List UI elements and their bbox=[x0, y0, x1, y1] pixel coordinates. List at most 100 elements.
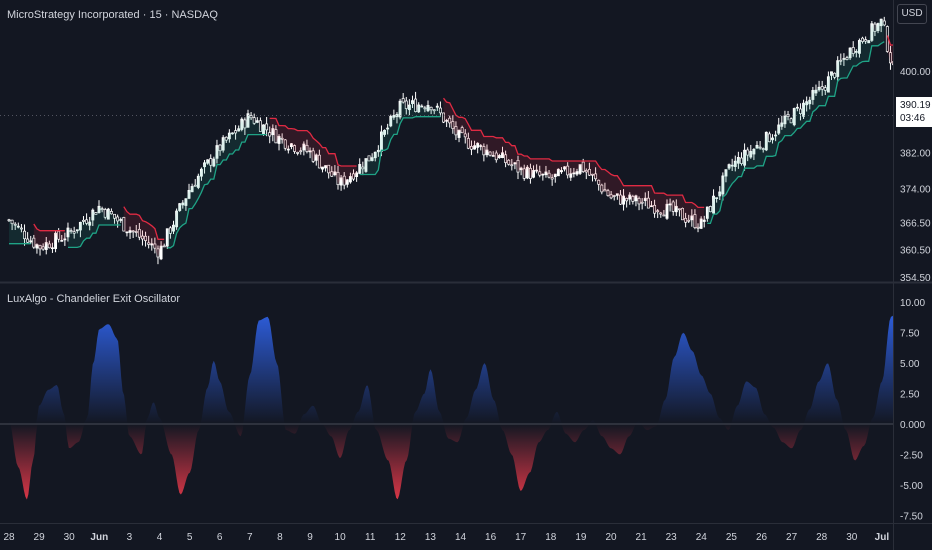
candle-body bbox=[752, 148, 756, 155]
bear-trailing-stop bbox=[442, 97, 705, 209]
candle-body bbox=[255, 120, 259, 123]
candle-body bbox=[466, 138, 470, 149]
price-axis-label: 366.50 bbox=[900, 218, 931, 229]
oscillator-axis-label: -5.00 bbox=[900, 481, 923, 492]
time-axis-label: 12 bbox=[395, 532, 407, 543]
candle-body bbox=[497, 155, 501, 159]
time-axis-label: 29 bbox=[34, 532, 46, 543]
indicator-title: LuxAlgo - Chandelier Exit Oscillator bbox=[7, 293, 181, 305]
candle-body bbox=[352, 173, 355, 180]
candle-body bbox=[442, 112, 445, 123]
candle-body bbox=[311, 150, 315, 162]
candle-body bbox=[131, 230, 135, 233]
candle-body bbox=[91, 209, 95, 221]
oscillator-axis-label: 10.00 bbox=[900, 298, 925, 309]
candle-body bbox=[634, 195, 638, 202]
bull-stop-fill bbox=[9, 220, 31, 244]
time-axis-label: 25 bbox=[726, 532, 738, 543]
oscillator-axis-label: -2.50 bbox=[900, 450, 923, 461]
candle-body bbox=[687, 219, 691, 222]
candle-body bbox=[584, 170, 588, 173]
candle-body bbox=[491, 155, 495, 157]
candle-body bbox=[594, 173, 598, 180]
currency-button[interactable]: USD bbox=[897, 4, 927, 24]
oscillator-axis-label: -7.50 bbox=[900, 511, 923, 522]
candle-body bbox=[41, 246, 45, 250]
candle-body bbox=[767, 133, 771, 143]
bear-trailing-stop bbox=[33, 223, 65, 232]
candle-body bbox=[547, 172, 551, 178]
candle-body bbox=[97, 205, 101, 213]
candle-body bbox=[544, 171, 548, 176]
candle-body bbox=[249, 115, 253, 119]
candle-body bbox=[23, 230, 26, 240]
bear-stop-fill bbox=[269, 118, 357, 186]
candle-body bbox=[488, 151, 492, 156]
candle-body bbox=[262, 124, 265, 134]
time-axis-label: Jun bbox=[90, 532, 108, 543]
candle-body bbox=[29, 240, 33, 243]
last-price-value: 390.19 bbox=[900, 100, 931, 111]
candle-body bbox=[144, 235, 148, 241]
candle-body bbox=[407, 104, 411, 111]
candle-body bbox=[172, 224, 175, 232]
candle-body bbox=[665, 203, 669, 219]
time-axis-label: 28 bbox=[3, 532, 15, 543]
candle-body bbox=[358, 164, 362, 174]
candle-body bbox=[206, 159, 210, 164]
candle-body bbox=[851, 47, 855, 54]
candle-body bbox=[13, 223, 17, 226]
time-axis-label: Jul bbox=[875, 532, 890, 543]
candle-body bbox=[882, 20, 886, 26]
candle-body bbox=[755, 145, 759, 149]
bull-stop-fill bbox=[68, 206, 121, 248]
candle-body bbox=[560, 170, 563, 173]
candle-body bbox=[280, 137, 284, 140]
candle-body bbox=[659, 212, 663, 215]
candle-body bbox=[51, 247, 54, 250]
candle-body bbox=[286, 148, 290, 151]
candle-body bbox=[119, 219, 123, 221]
candle-body bbox=[799, 108, 802, 114]
candle-body bbox=[494, 152, 498, 161]
candle-body bbox=[196, 175, 200, 188]
candle-body bbox=[317, 154, 321, 169]
candle-body bbox=[516, 160, 520, 173]
time-axis-label: 24 bbox=[696, 532, 708, 543]
candle-body bbox=[764, 131, 768, 151]
candle-body bbox=[162, 245, 166, 248]
candle-body bbox=[75, 229, 79, 232]
candle-body bbox=[715, 197, 719, 199]
time-axis-label: 30 bbox=[64, 532, 76, 543]
candle-body bbox=[699, 218, 703, 229]
candle-body bbox=[122, 217, 126, 232]
candle-body bbox=[817, 86, 821, 91]
candle-body bbox=[386, 127, 390, 130]
candle-body bbox=[88, 221, 92, 226]
candle-body bbox=[789, 118, 793, 124]
time-axis-label: 6 bbox=[217, 532, 223, 543]
candle-body bbox=[870, 23, 874, 41]
candle-body bbox=[460, 127, 464, 134]
oscillator-pane bbox=[0, 315, 893, 500]
candle-body bbox=[116, 216, 120, 222]
candle-body bbox=[178, 203, 182, 211]
candle-body bbox=[553, 173, 557, 178]
bear-stop-fill bbox=[33, 224, 65, 250]
candle-body bbox=[237, 128, 241, 132]
candle-body bbox=[501, 152, 504, 159]
time-axis-label: 9 bbox=[307, 532, 313, 543]
candle-body bbox=[16, 225, 20, 228]
candle-body bbox=[327, 164, 331, 174]
candle-body bbox=[296, 152, 300, 154]
candle-body bbox=[234, 130, 238, 134]
candle-body bbox=[808, 99, 812, 105]
candle-body bbox=[159, 245, 163, 260]
candle-body bbox=[411, 100, 414, 105]
candle-body bbox=[538, 171, 542, 176]
candle-body bbox=[820, 86, 824, 90]
candle-body bbox=[454, 126, 458, 136]
candle-body bbox=[845, 57, 849, 60]
candle-body bbox=[631, 196, 635, 202]
